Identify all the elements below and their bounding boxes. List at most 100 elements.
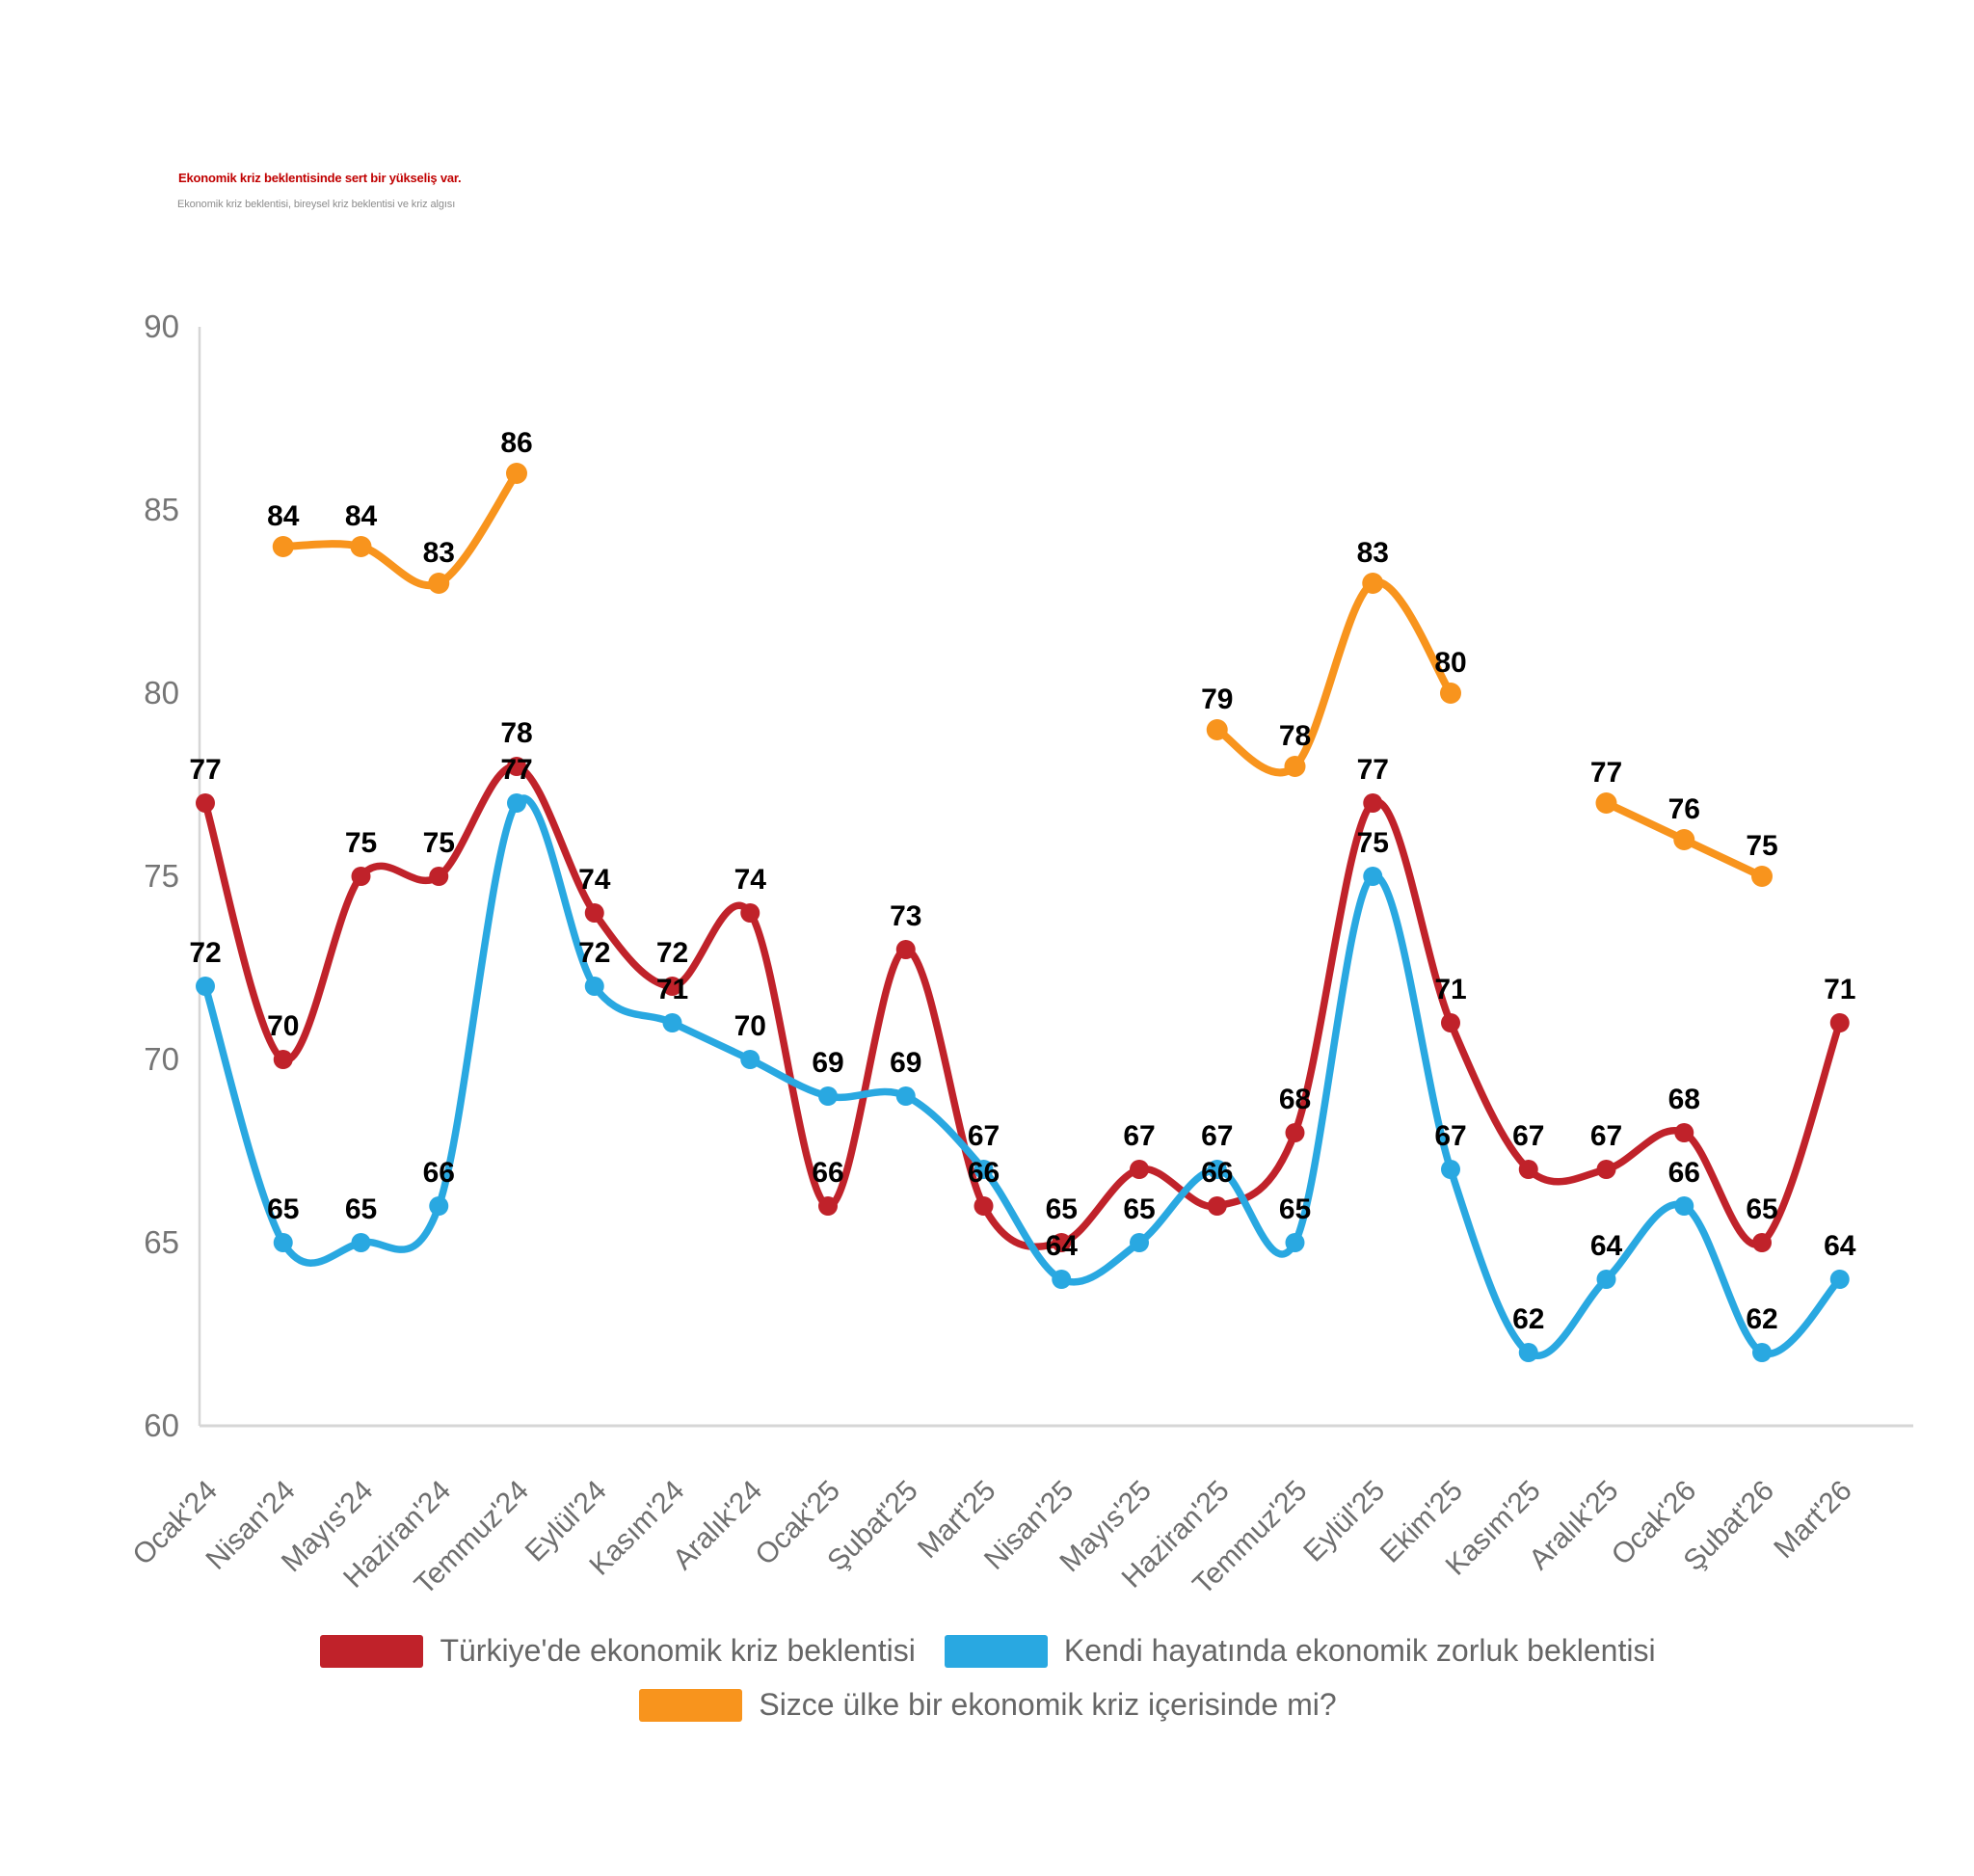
data-point-label: 67 — [1434, 1120, 1466, 1152]
data-point — [272, 536, 294, 557]
data-point — [1206, 719, 1228, 740]
data-point — [818, 1086, 838, 1106]
x-axis-tick-label: Mart'26 — [1768, 1475, 1857, 1565]
data-point — [1130, 1160, 1149, 1179]
legend-row-2: Sizce ülke bir ekonomik kriz içerisinde … — [639, 1687, 1337, 1723]
data-point — [350, 536, 372, 557]
data-point-label: 65 — [1279, 1193, 1311, 1225]
data-point-label: 75 — [423, 827, 455, 859]
data-point-label: 78 — [500, 717, 532, 749]
data-point — [1596, 1160, 1616, 1179]
data-point-label: 64 — [1046, 1230, 1079, 1262]
y-axis-tick-label: 90 — [144, 308, 179, 344]
data-point-label: 65 — [1123, 1193, 1155, 1225]
data-point-label: 66 — [1668, 1157, 1700, 1189]
data-point-label: 76 — [1668, 793, 1700, 825]
data-point-label: 84 — [345, 500, 378, 532]
data-point-label: 77 — [1590, 757, 1622, 789]
data-point — [1207, 1160, 1227, 1179]
data-point-label: 79 — [1201, 683, 1233, 715]
data-point — [507, 793, 526, 813]
data-point — [1284, 756, 1306, 777]
data-point-label: 77 — [1357, 754, 1389, 786]
data-point-label: 64 — [1590, 1230, 1623, 1262]
data-point-label: 69 — [812, 1047, 843, 1079]
data-point — [1441, 1160, 1460, 1179]
data-point-label: 72 — [656, 937, 688, 969]
series-line-blue — [201, 794, 1844, 1359]
data-point — [506, 463, 527, 484]
legend-swatch-red — [320, 1634, 424, 1668]
y-axis-tick-label: 60 — [144, 1407, 179, 1443]
data-point — [196, 793, 215, 813]
data-point — [1363, 867, 1383, 886]
data-point-label: 75 — [1357, 827, 1389, 859]
data-point — [1441, 1013, 1460, 1032]
data-point-label: 65 — [267, 1193, 299, 1225]
data-point-label: 68 — [1279, 1084, 1311, 1115]
data-point-label: 71 — [1824, 974, 1855, 1005]
data-point — [1285, 1233, 1305, 1252]
data-point — [662, 977, 682, 996]
data-point — [273, 1050, 293, 1069]
data-point — [507, 757, 526, 776]
data-point — [1130, 1233, 1149, 1252]
data-point — [740, 1050, 760, 1069]
data-point — [351, 1233, 371, 1252]
data-point-label: 67 — [1590, 1120, 1622, 1152]
data-point — [1362, 573, 1384, 594]
data-point-label: 65 — [1746, 1193, 1777, 1225]
data-point — [895, 1086, 916, 1106]
data-point — [1752, 1233, 1772, 1252]
data-point — [351, 867, 371, 886]
data-point — [1829, 1270, 1850, 1289]
data-point-label: 66 — [1201, 1157, 1233, 1189]
y-axis-tick-label: 70 — [144, 1041, 179, 1077]
data-point-label: 71 — [656, 974, 688, 1005]
data-point-label: 65 — [345, 1193, 377, 1225]
data-point-label: 78 — [1279, 720, 1311, 752]
data-point — [1595, 792, 1617, 814]
data-point — [1752, 1343, 1772, 1362]
data-point — [974, 1160, 994, 1179]
data-point-label: 66 — [423, 1157, 455, 1189]
legend-swatch-blue — [944, 1634, 1048, 1668]
y-axis-tick-label: 85 — [144, 492, 179, 527]
data-point-label: 75 — [1746, 830, 1777, 862]
data-point-label: 77 — [500, 754, 532, 786]
legend: Türkiye'de ekonomik kriz beklentisi Kend… — [198, 1633, 1778, 1723]
legend-label: Türkiye'de ekonomik kriz beklentisi — [440, 1633, 916, 1668]
data-point-label: 84 — [267, 500, 300, 532]
data-point — [1207, 1196, 1227, 1216]
data-point-label: 72 — [578, 937, 610, 969]
data-point-label: 66 — [968, 1157, 1000, 1189]
series-line-orange — [1213, 578, 1454, 777]
data-point — [1518, 1343, 1538, 1362]
legend-label: Sizce ülke bir ekonomik kriz içerisinde … — [759, 1687, 1337, 1722]
series-line-orange — [279, 469, 520, 590]
data-point-label: 83 — [423, 537, 455, 569]
data-point-label: 77 — [189, 754, 221, 786]
data-point-label: 62 — [1512, 1303, 1544, 1335]
data-point — [584, 977, 604, 996]
data-point-label: 62 — [1746, 1303, 1777, 1335]
data-point — [1518, 1160, 1538, 1179]
data-point — [1829, 1013, 1850, 1032]
data-point — [1674, 1123, 1694, 1142]
data-point — [273, 1233, 293, 1252]
data-point — [196, 977, 215, 996]
legend-label: Kendi hayatında ekonomik zorluk beklenti… — [1063, 1633, 1656, 1668]
data-point — [974, 1196, 994, 1216]
data-point — [1674, 1196, 1694, 1216]
data-point — [429, 867, 449, 886]
data-point — [429, 1196, 449, 1216]
legend-row-1: Türkiye'de ekonomik kriz beklentisi Kend… — [320, 1633, 1656, 1669]
data-point-label: 80 — [1434, 647, 1466, 679]
data-point-label: 67 — [1512, 1120, 1544, 1152]
data-point-label: 73 — [890, 900, 921, 932]
data-point-label: 74 — [734, 864, 767, 896]
y-axis-tick-label: 75 — [144, 858, 179, 894]
data-point-label: 86 — [500, 427, 532, 459]
data-point — [1052, 1270, 1072, 1289]
data-point-label: 70 — [267, 1010, 299, 1042]
